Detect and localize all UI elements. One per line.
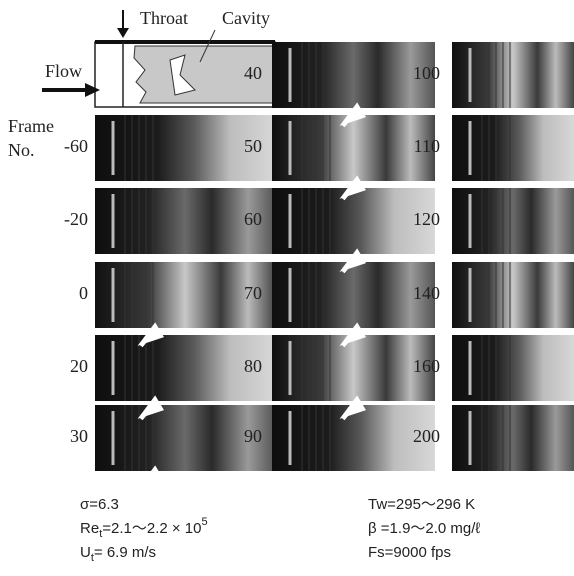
parameter: Ut= 6.9 m/s <box>80 544 156 564</box>
parameter-superscript: 5 <box>202 516 208 528</box>
frame-number: 80 <box>244 356 262 376</box>
figure: Throat Cavity Flow Frame No. -60 -20 0 20 30… <box>0 0 574 571</box>
parameter-text: =2.1～2.2 × 10 <box>102 520 201 537</box>
frame-number: -20 <box>64 209 88 229</box>
parameter: Tw=295～296 K <box>368 496 475 513</box>
frame-number: 200 <box>413 426 440 446</box>
frame-number: 100 <box>413 63 440 83</box>
frame-label: Frame <box>8 116 54 136</box>
parameter-text: Fs=9000 fps <box>368 544 451 561</box>
parameter: β =1.9～2.0 mg/ℓ <box>368 520 480 537</box>
parameters: σ=6.3 Ret=2.1～2.2 × 105 Ut= 6.9 m/s Tw=295～… <box>80 496 480 564</box>
flow-label: Flow <box>45 61 82 81</box>
frame-image <box>272 262 435 328</box>
throat-label: Throat <box>140 8 188 28</box>
frame-number: 60 <box>244 209 262 229</box>
frame-number: 30 <box>70 426 88 446</box>
frame-number: 0 <box>79 283 88 303</box>
parameter-text: β =1.9～2.0 mg/ℓ <box>368 520 480 537</box>
parameter: σ=6.3 <box>80 496 119 513</box>
cavity-label: Cavity <box>222 8 270 28</box>
parameter-text: σ=6.3 <box>80 496 119 513</box>
frame-number: 90 <box>244 426 262 446</box>
frame-number: 50 <box>244 136 262 156</box>
frame-image <box>272 188 435 254</box>
frame-image <box>272 42 435 108</box>
frame-image <box>272 335 435 401</box>
frame-number: 20 <box>70 356 88 376</box>
frame-number: -60 <box>64 136 88 156</box>
frame-number: 40 <box>244 63 262 83</box>
frame-number: 110 <box>414 136 440 156</box>
arrow-marker <box>141 469 161 489</box>
frame-number: 140 <box>413 283 440 303</box>
frame-image <box>272 405 435 471</box>
parameter: Ret=2.1～2.2 × 105 <box>80 516 208 540</box>
parameter: Fs=9000 fps <box>368 544 451 561</box>
frame-number: 70 <box>244 283 262 303</box>
frame-image <box>272 115 435 181</box>
schematic: Throat Cavity Flow <box>42 8 275 107</box>
parameter-text: = 6.9 m/s <box>94 544 156 561</box>
parameter-symbol: U <box>80 544 91 561</box>
throat-arrow-head <box>117 28 129 38</box>
frame-label: No. <box>8 140 35 160</box>
parameter-symbol: Re <box>80 520 99 537</box>
frames: -60 -20 0 20 30 40 50 60 70 80 90 100 110 120 140 160 20… <box>64 42 574 489</box>
parameter-text: Tw=295～296 K <box>368 496 475 513</box>
frame-number: 160 <box>413 356 440 376</box>
frame-number: 120 <box>413 209 440 229</box>
